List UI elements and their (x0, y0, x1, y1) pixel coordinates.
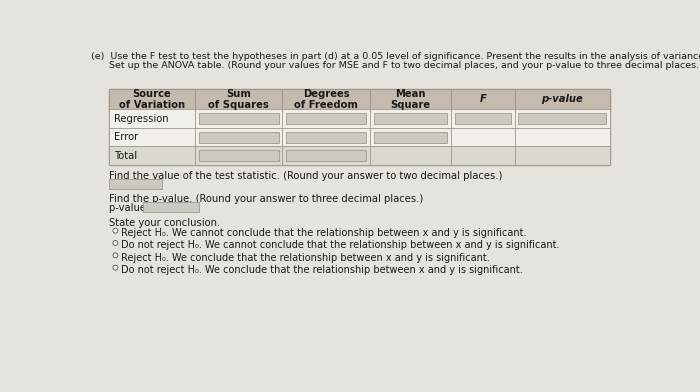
Circle shape (113, 265, 118, 270)
Bar (451, 89, 514, 109)
Bar (199, 113, 279, 124)
Bar (282, 89, 370, 109)
Bar (514, 128, 610, 146)
Circle shape (113, 253, 118, 258)
Bar (195, 89, 282, 109)
Text: Set up the ANOVA table. (Round your values for MSE and F to two decimal places, : Set up the ANOVA table. (Round your valu… (109, 61, 700, 70)
Text: Find the p-value. (Round your answer to three decimal places.): Find the p-value. (Round your answer to … (109, 194, 423, 204)
Bar (451, 146, 514, 165)
Text: Square: Square (391, 100, 430, 110)
Text: Error: Error (114, 132, 138, 142)
Bar (195, 109, 282, 128)
Bar (199, 132, 279, 143)
Text: p-value =: p-value = (109, 203, 161, 212)
Bar (282, 109, 370, 128)
Bar (195, 146, 282, 165)
Bar (519, 113, 606, 124)
Text: Total: Total (114, 151, 137, 161)
Text: p-value: p-value (541, 94, 583, 104)
Bar (109, 109, 195, 128)
Text: Reject H₀. We cannot conclude that the relationship between x and y is significa: Reject H₀. We cannot conclude that the r… (121, 228, 526, 238)
Text: of Variation: of Variation (119, 100, 185, 110)
Text: Sum: Sum (226, 89, 251, 99)
Bar (109, 89, 610, 165)
Text: of Freedom: of Freedom (295, 100, 358, 110)
Text: Do not reject H₀. We cannot conclude that the relationship between x and y is si: Do not reject H₀. We cannot conclude tha… (121, 240, 559, 250)
Bar (109, 180, 162, 189)
Bar (514, 146, 610, 165)
Bar (370, 89, 451, 109)
Text: State your conclusion.: State your conclusion. (109, 218, 220, 228)
Bar (451, 128, 514, 146)
Text: of Squares: of Squares (208, 100, 269, 110)
Bar (195, 128, 282, 146)
Text: Degrees: Degrees (303, 89, 349, 99)
Bar (199, 150, 279, 161)
Bar (370, 128, 451, 146)
Bar (109, 89, 195, 109)
Bar (374, 132, 447, 143)
Circle shape (113, 241, 118, 245)
Bar (282, 128, 370, 146)
Text: Do not reject H₀. We conclude that the relationship between x and y is significa: Do not reject H₀. We conclude that the r… (121, 265, 523, 275)
Bar (282, 146, 370, 165)
Text: F: F (480, 94, 486, 104)
Bar (455, 113, 511, 124)
Circle shape (113, 228, 118, 233)
Bar (514, 89, 610, 109)
Bar (286, 113, 366, 124)
Bar (370, 146, 451, 165)
Text: Mean: Mean (395, 89, 426, 99)
Bar (451, 109, 514, 128)
Bar (286, 132, 366, 143)
Bar (374, 113, 447, 124)
Bar (109, 128, 195, 146)
Bar (514, 109, 610, 128)
Text: (e)  Use the F test to test the hypotheses in part (d) at a 0.05 level of signif: (e) Use the F test to test the hypothese… (92, 53, 700, 62)
Bar (109, 146, 195, 165)
Bar (286, 150, 366, 161)
Bar (144, 202, 199, 212)
Text: Reject H₀. We conclude that the relationship between x and y is significant​.: Reject H₀. We conclude that the relation… (121, 252, 489, 263)
Text: Regression: Regression (114, 114, 169, 123)
Bar (370, 109, 451, 128)
Text: Find the value of the test statistic. (Round your answer to two decimal places.): Find the value of the test statistic. (R… (109, 171, 503, 181)
Text: Source: Source (132, 89, 172, 99)
